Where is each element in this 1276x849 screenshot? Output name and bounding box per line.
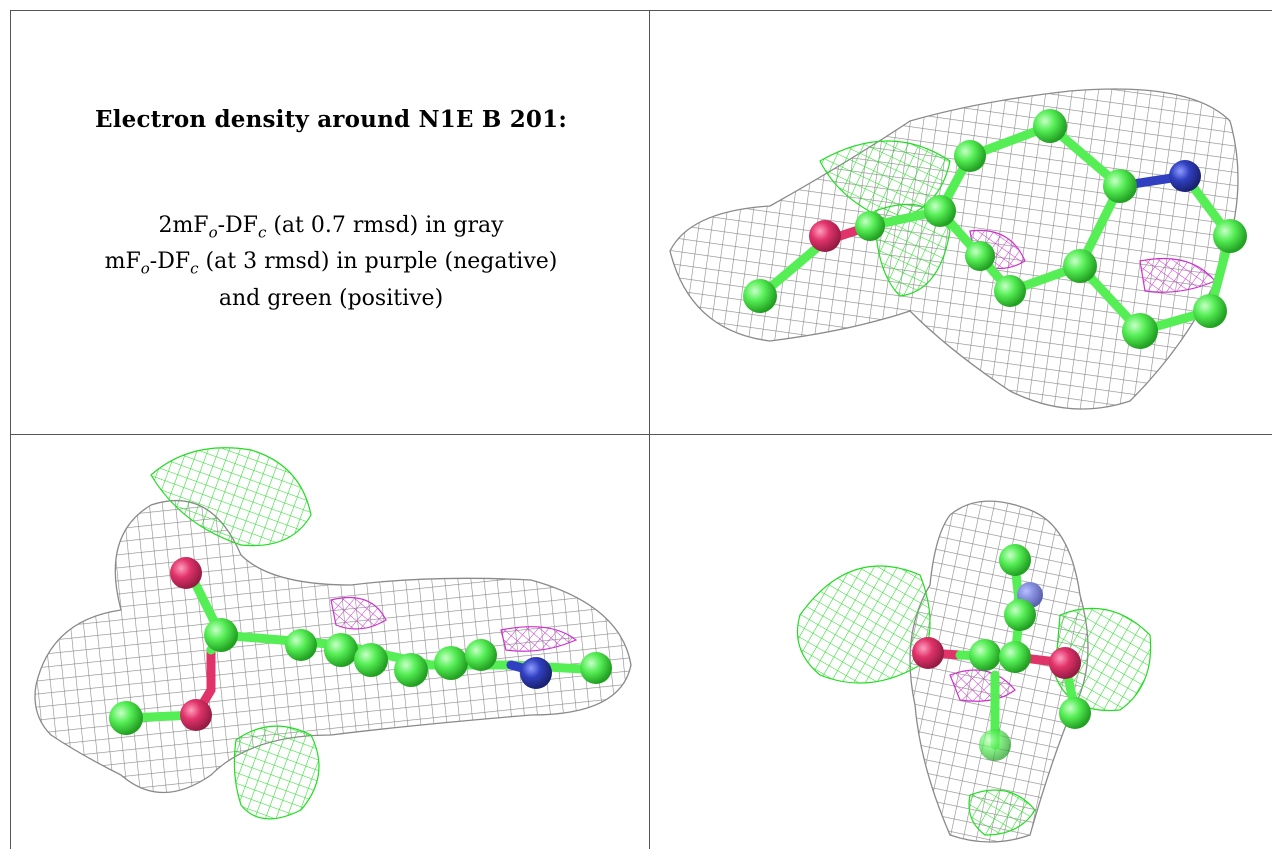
description-panel: Electron density around N1E B 201: 2mFo-… [11,11,649,434]
frame-horizontal-divider [10,434,1272,435]
density-view-1 [650,11,1276,434]
frame-top-border [10,10,1272,11]
positive-mesh [819,140,951,222]
negative-mesh-2 [500,626,578,652]
ligand-atoms [912,544,1091,761]
legend-line-colors: and green (positive) [218,285,444,311]
frame-vertical-divider [649,10,650,849]
legend-line-fofc: mFo-DFc (at 3 rmsd) in purple (negative) [104,249,558,278]
positive-mesh [150,447,312,547]
density-view-3 [650,435,1276,849]
frame-left-border [10,10,11,849]
legend-line-2fofc: 2mFo-DFc (at 0.7 rmsd) in gray [158,213,504,242]
density-view-2 [11,435,649,849]
ligand-atoms [743,109,1247,349]
positive-mesh [796,565,931,684]
legend-description: 2mFo-DFc (at 0.7 rmsd) in gray mFo-DFc (… [11,211,649,314]
ligand-atoms [109,557,612,735]
positive-mesh-2 [874,203,951,297]
negative-mesh [330,596,387,630]
2fofc-mesh [669,88,1239,410]
figure-title: Electron density around N1E B 201: [94,106,568,133]
positive-mesh-3 [968,789,1036,836]
positive-mesh-2 [233,725,320,820]
